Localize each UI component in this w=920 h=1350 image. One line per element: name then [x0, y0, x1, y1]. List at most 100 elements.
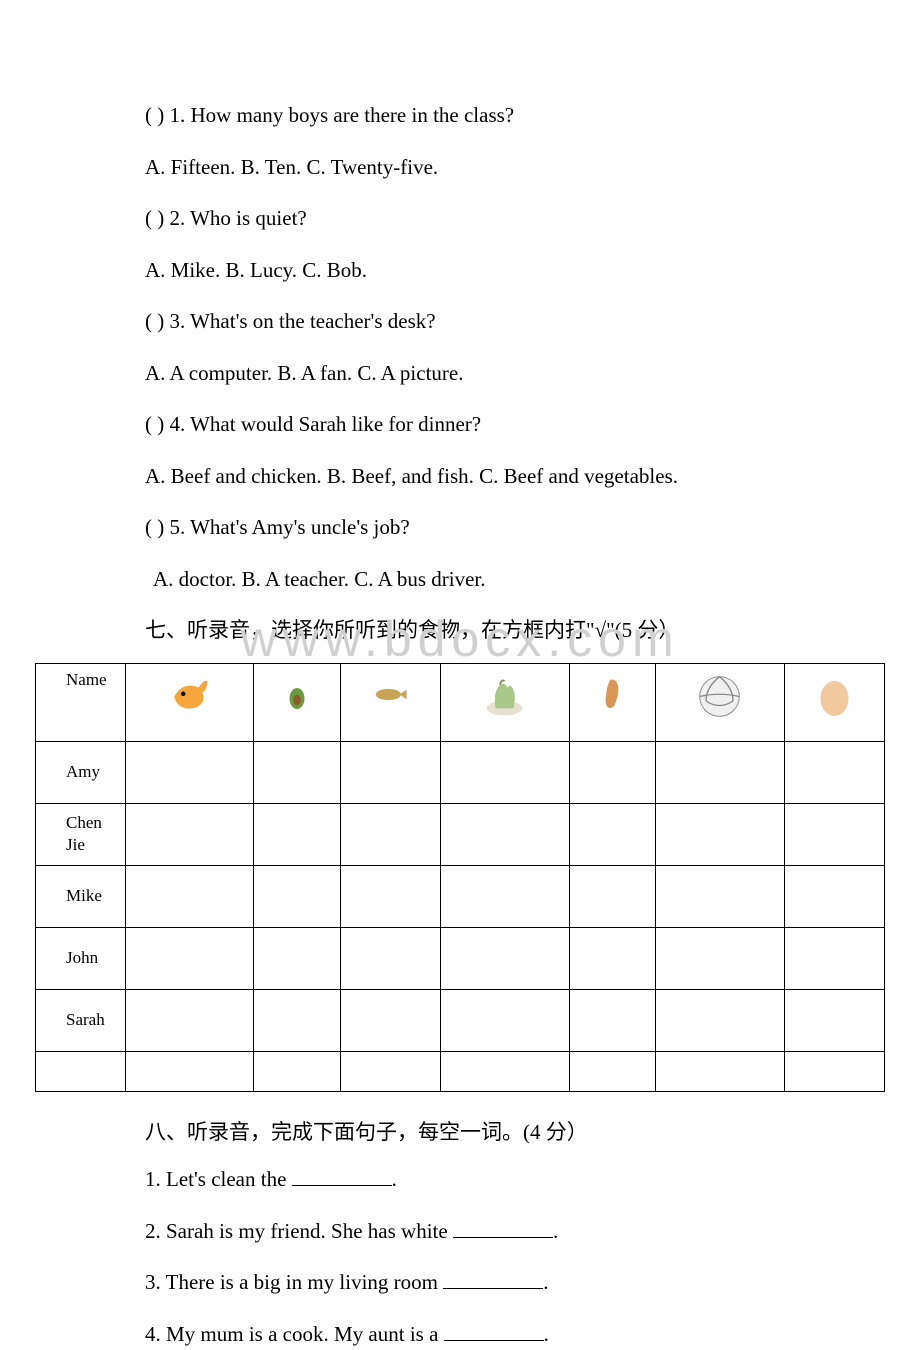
- header-name-cell: Name: [36, 663, 126, 741]
- checkbox-cell[interactable]: [656, 803, 784, 865]
- empty-cell: [36, 1051, 126, 1091]
- fill-sentence-2: 2. Sarah is my friend. She has white .: [35, 1216, 885, 1248]
- checkbox-cell[interactable]: [569, 927, 656, 989]
- col-ball: [656, 663, 784, 741]
- q3-stem: ( ) 3. What's on the teacher's desk?: [35, 306, 885, 338]
- checkbox-cell[interactable]: [441, 927, 569, 989]
- egg-icon: [817, 674, 852, 719]
- s2-text-a: 2. Sarah is my friend. She has white: [145, 1219, 453, 1243]
- checkbox-cell[interactable]: [441, 803, 569, 865]
- q5-options: A. doctor. B. A teacher. C. A bus driver…: [35, 564, 885, 596]
- row-name-chenjie: Chen Jie: [36, 803, 126, 865]
- q3-options: A. A computer. B. A fan. C. A picture.: [35, 358, 885, 390]
- checkbox-cell[interactable]: [126, 1051, 254, 1091]
- s3-text-a: 3. There is a big in my living room: [145, 1270, 443, 1294]
- checkbox-cell[interactable]: [784, 989, 884, 1051]
- checkbox-cell[interactable]: [441, 741, 569, 803]
- checkbox-cell[interactable]: [340, 741, 440, 803]
- table-row: Amy: [36, 741, 885, 803]
- q1-options: A. Fifteen. B. Ten. C. Twenty-five.: [35, 152, 885, 184]
- s3-text-b: .: [543, 1270, 548, 1294]
- blank-input[interactable]: [443, 1268, 543, 1289]
- checkbox-cell[interactable]: [656, 865, 784, 927]
- table-header-row: Name: [36, 663, 885, 741]
- checkbox-cell[interactable]: [340, 803, 440, 865]
- col-fish: [126, 663, 254, 741]
- row-name-mike: Mike: [36, 865, 126, 927]
- checkbox-cell[interactable]: [254, 927, 341, 989]
- table-row: Sarah: [36, 989, 885, 1051]
- checkbox-cell[interactable]: [126, 989, 254, 1051]
- q2-stem: ( ) 2. Who is quiet?: [35, 203, 885, 235]
- q4-options: A. Beef and chicken. B. Beef, and fish. …: [35, 461, 885, 493]
- page-content: ( ) 1. How many boys are there in the cl…: [35, 100, 885, 1350]
- col-chicken: [569, 663, 656, 741]
- blank-input[interactable]: [444, 1320, 544, 1341]
- checkbox-cell[interactable]: [340, 865, 440, 927]
- s4-text-a: 4. My mum is a cook. My aunt is a: [145, 1322, 444, 1346]
- food-table: Name: [35, 663, 885, 1092]
- checkbox-cell[interactable]: [340, 927, 440, 989]
- table-row: John: [36, 927, 885, 989]
- s1-text-b: .: [392, 1167, 397, 1191]
- checkbox-cell[interactable]: [254, 741, 341, 803]
- checkbox-cell[interactable]: [784, 803, 884, 865]
- checkbox-cell[interactable]: [254, 1051, 341, 1091]
- row-name-sarah: Sarah: [36, 989, 126, 1051]
- s2-text-b: .: [553, 1219, 558, 1243]
- checkbox-cell[interactable]: [569, 865, 656, 927]
- s4-text-b: .: [544, 1322, 549, 1346]
- section7-title: 七、听录音，选择你所听到的食物，在方框内打"√"(5 分）: [35, 615, 885, 647]
- s1-text-a: 1. Let's clean the: [145, 1167, 292, 1191]
- checkbox-cell[interactable]: [126, 927, 254, 989]
- q2-options: A. Mike. B. Lucy. C. Bob.: [35, 255, 885, 287]
- checkbox-cell[interactable]: [340, 1051, 440, 1091]
- checkbox-cell[interactable]: [340, 989, 440, 1051]
- checkbox-cell[interactable]: [126, 865, 254, 927]
- vegetables-icon: [482, 674, 527, 719]
- table-row-empty: [36, 1051, 885, 1091]
- row-name-john: John: [36, 927, 126, 989]
- q5-stem: ( ) 5. What's Amy's uncle's job?: [35, 512, 885, 544]
- checkbox-cell[interactable]: [569, 989, 656, 1051]
- chicken-icon: [597, 676, 627, 716]
- checkbox-cell[interactable]: [441, 989, 569, 1051]
- blank-input[interactable]: [292, 1165, 392, 1186]
- checkbox-cell[interactable]: [784, 927, 884, 989]
- fill-sentence-1: 1. Let's clean the .: [35, 1164, 885, 1196]
- q1-stem: ( ) 1. How many boys are there in the cl…: [35, 100, 885, 132]
- table-row: Mike: [36, 865, 885, 927]
- avocado-icon: [282, 682, 312, 712]
- fish-icon: [167, 674, 212, 719]
- checkbox-cell[interactable]: [126, 741, 254, 803]
- fish2-icon: [373, 684, 408, 709]
- checkbox-cell[interactable]: [656, 927, 784, 989]
- checkbox-cell[interactable]: [254, 865, 341, 927]
- checkbox-cell[interactable]: [656, 741, 784, 803]
- checkbox-cell[interactable]: [784, 865, 884, 927]
- checkbox-cell[interactable]: [569, 1051, 656, 1091]
- col-veg1: [254, 663, 341, 741]
- checkbox-cell[interactable]: [254, 803, 341, 865]
- q4-stem: ( ) 4. What would Sarah like for dinner?: [35, 409, 885, 441]
- checkbox-cell[interactable]: [126, 803, 254, 865]
- section8-title: 八、听录音，完成下面句子，每空一词。(4 分）: [35, 1117, 885, 1149]
- checkbox-cell[interactable]: [784, 1051, 884, 1091]
- col-fish2: [340, 663, 440, 741]
- ball-icon: [697, 674, 742, 719]
- row-name-amy: Amy: [36, 741, 126, 803]
- checkbox-cell[interactable]: [569, 741, 656, 803]
- checkbox-cell[interactable]: [784, 741, 884, 803]
- checkbox-cell[interactable]: [569, 803, 656, 865]
- table-row: Chen Jie: [36, 803, 885, 865]
- col-egg: [784, 663, 884, 741]
- checkbox-cell[interactable]: [656, 1051, 784, 1091]
- checkbox-cell[interactable]: [656, 989, 784, 1051]
- fill-sentence-3: 3. There is a big in my living room .: [35, 1267, 885, 1299]
- checkbox-cell[interactable]: [441, 865, 569, 927]
- checkbox-cell[interactable]: [441, 1051, 569, 1091]
- fill-sentence-4: 4. My mum is a cook. My aunt is a .: [35, 1319, 885, 1350]
- col-vegetables: [441, 663, 569, 741]
- blank-input[interactable]: [453, 1217, 553, 1238]
- checkbox-cell[interactable]: [254, 989, 341, 1051]
